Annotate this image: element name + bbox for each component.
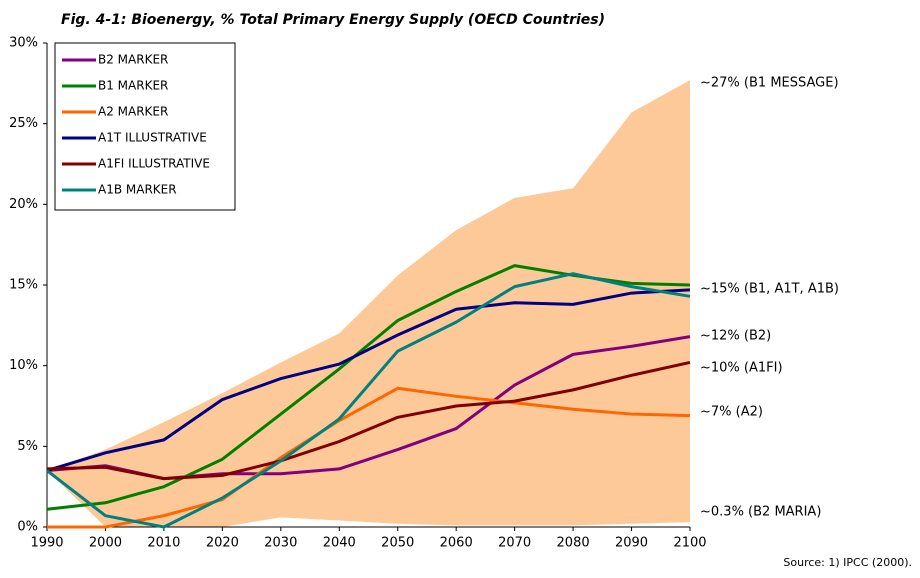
- x-tick-label: 2100: [673, 536, 706, 551]
- source: Source: 1) IPCC (2000).: [783, 556, 912, 569]
- x-tick-label: 2020: [206, 536, 239, 551]
- x-tick-label: 2060: [440, 536, 473, 551]
- series-line: [46, 360, 691, 481]
- x-tick-label: 1990: [30, 536, 63, 551]
- chart-title: Fig. 4-1: Bioenergy, % Total Primary Ene…: [61, 12, 605, 28]
- x-tick-label: 2000: [89, 536, 122, 551]
- y-tick-label: 25%: [9, 116, 38, 131]
- legend-label: B1 MARKER: [98, 79, 168, 93]
- annotation: ~10% (A1FI): [700, 361, 783, 376]
- range-band: [47, 80, 690, 528]
- y-tick-label: 30%: [9, 36, 38, 51]
- annotation: ~0.3% (B2 MARIA): [700, 505, 821, 520]
- series-line: [46, 272, 691, 529]
- x-tick-label: 2010: [147, 536, 180, 551]
- y-tick-label: 20%: [9, 197, 38, 212]
- x-tick-label: 2050: [381, 536, 414, 551]
- annotation: ~7% (A2): [700, 405, 763, 420]
- annotation: ~15% (B1, A1T, A1B): [700, 282, 839, 297]
- annotation: ~12% (B2): [700, 329, 771, 344]
- legend-label: B2 MARKER: [98, 53, 168, 67]
- series-line: [47, 386, 691, 529]
- series-line: [46, 288, 691, 472]
- x-tick-label: 2040: [323, 536, 356, 551]
- legend-label: A1B MARKER: [98, 183, 177, 197]
- y-tick-label: 5%: [17, 439, 38, 454]
- y-tick-label: 10%: [9, 358, 38, 373]
- legend-label: A2 MARKER: [98, 105, 168, 119]
- x-tick-label: 2080: [557, 536, 590, 551]
- legend: B2 MARKER B1 MARKER A2 MARKER A1T ILLUSTRAT…: [54, 42, 236, 211]
- annotation: ~27% (B1 MESSAGE): [700, 76, 839, 91]
- x-tick-label: 2030: [264, 536, 297, 551]
- y-tick-label: 15%: [9, 278, 38, 293]
- y-tick-label: 0%: [17, 520, 38, 535]
- x-tick-label: 2070: [498, 536, 531, 551]
- legend-label: A1FI ILLUSTRATIVE: [98, 157, 210, 171]
- legend-box: [54, 42, 236, 211]
- legend-label: A1T ILLUSTRATIVE: [98, 131, 207, 145]
- x-tick-label: 2090: [615, 536, 648, 551]
